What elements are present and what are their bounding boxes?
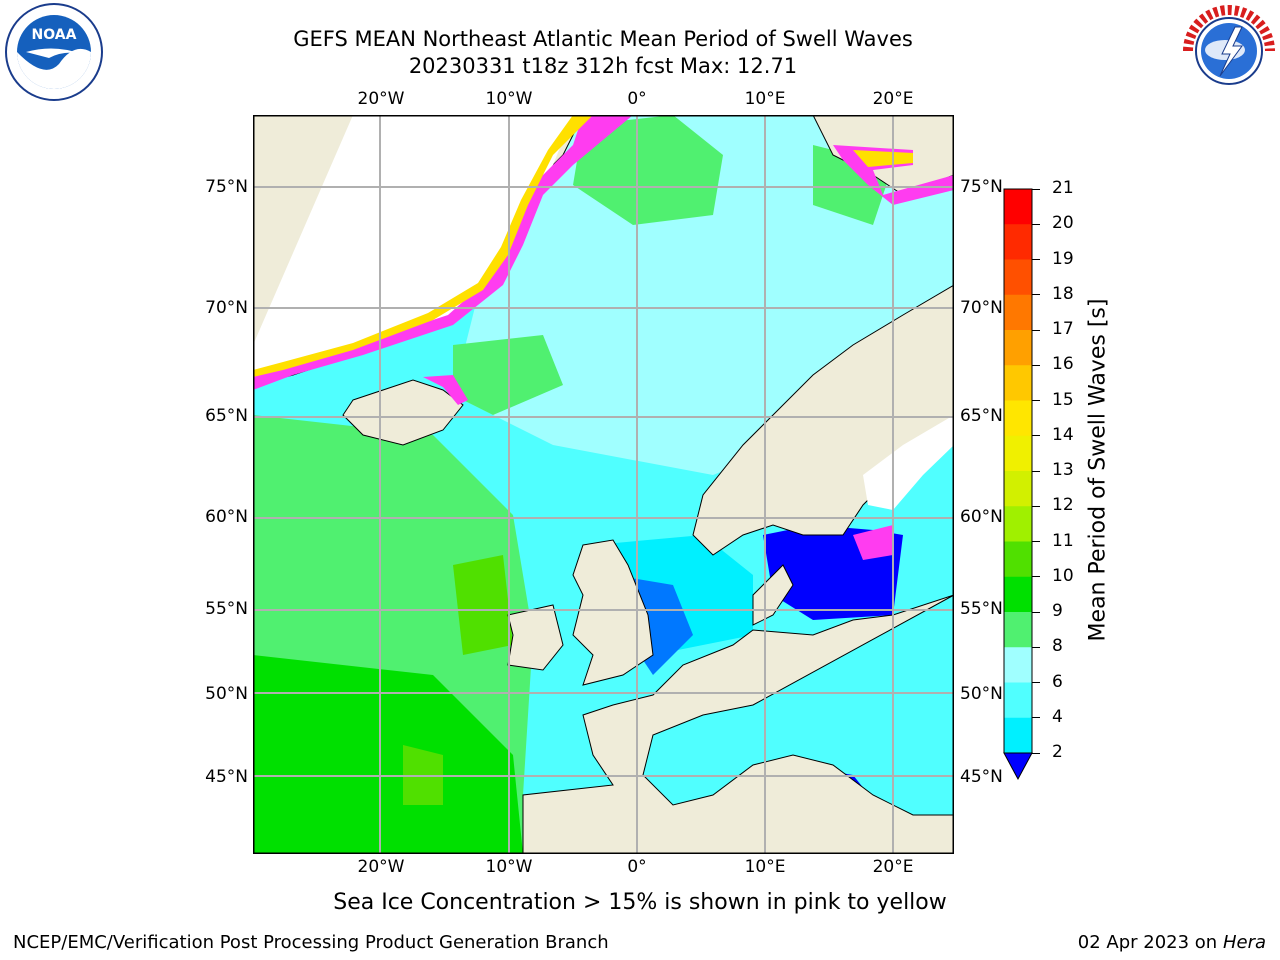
lat-label-left-45n: 45°N (205, 767, 248, 787)
noaa-logo: NOAA (5, 3, 103, 101)
lon-label-bottom-20e: 20°E (872, 857, 914, 877)
map-title: GEFS MEAN Northeast Atlantic Mean Period… (293, 27, 913, 51)
colorbar-tick-label: 17 (1052, 319, 1074, 339)
sea-ice-note: Sea Ice Concentration > 15% is shown in … (333, 890, 947, 915)
colorbar-segment (1004, 647, 1032, 683)
ocean-swell-9-10-north (573, 115, 723, 225)
colorbar (1003, 188, 1033, 781)
colorbar-segment (1004, 400, 1032, 437)
lon-label-top-10w: 10°W (485, 89, 533, 109)
colorbar-tick-label: 13 (1052, 460, 1074, 480)
lon-label-top-20w: 20°W (357, 89, 405, 109)
lon-label-bottom-10w: 10°W (485, 857, 533, 877)
colorbar-segment (1004, 365, 1032, 401)
colorbar-segment (1004, 294, 1032, 331)
colorbar-tick-label: 20 (1052, 213, 1074, 234)
lon-label-bottom-10e: 10°E (744, 857, 786, 877)
colorbar-tick (1032, 400, 1040, 401)
colorbar-segment (1004, 576, 1032, 613)
noaa-logo-text: NOAA (32, 27, 77, 43)
lon-label-top-0: 0° (627, 89, 647, 109)
colorbar-segment (1004, 189, 1032, 225)
map-subtitle: 20230331 t18z 312h fcst Max: 12.71 (408, 54, 798, 78)
colorbar-tick (1032, 752, 1040, 754)
colorbar-tick-label: 2 (1052, 742, 1063, 762)
footer-date: 02 Apr 2023 on Hera (1078, 932, 1266, 953)
graticule (253, 115, 954, 854)
colorbar-tick (1032, 470, 1040, 472)
lat-label-left-75n: 75°N (205, 177, 248, 197)
colorbar-tick (1032, 329, 1040, 331)
colorbar-segment (1004, 259, 1032, 296)
colorbar-tick (1032, 717, 1040, 719)
greenland-ice (253, 115, 573, 380)
colorbar-tick (1032, 505, 1040, 507)
colorbar-tick-label: 6 (1052, 671, 1063, 692)
lat-label-right-45n: 45°N (960, 767, 1003, 787)
lat-label-right-55n: 55°N (960, 599, 1003, 619)
lat-label-left-55n: 55°N (205, 599, 248, 619)
colorbar-tick-label: 11 (1052, 530, 1074, 551)
colorbar-tick-label: 9 (1052, 601, 1063, 621)
colorbar-segment (1004, 682, 1032, 719)
continental-europe-land (522, 594, 954, 854)
colorbar-tick-label: 18 (1052, 283, 1074, 304)
ireland-land (507, 604, 564, 671)
lon-label-top-20e: 20°E (872, 89, 914, 109)
ocean-swell-10-11-sw (253, 655, 523, 854)
colorbar-tick-label: 14 (1052, 424, 1074, 445)
footer-host: Hera (1222, 932, 1266, 953)
lat-label-right-50n: 50°N (960, 684, 1003, 704)
colorbar-segment (1004, 612, 1032, 648)
lat-label-right-65n: 65°N (960, 406, 1003, 426)
map-frame (253, 115, 954, 854)
colorbar-segment (1004, 471, 1032, 507)
colorbar-tick (1032, 364, 1040, 366)
colorbar-title: Mean Period of Swell Waves [s] (1085, 298, 1111, 642)
lat-label-right-70n: 70°N (960, 298, 1003, 318)
lat-label-left-50n: 50°N (205, 684, 248, 704)
colorbar-segment (1004, 224, 1032, 260)
colorbar-tick-label: 4 (1052, 706, 1063, 727)
colorbar-tick (1032, 576, 1040, 578)
colorbar-tick (1032, 435, 1040, 437)
colorbar-tick (1032, 294, 1040, 296)
colorbar-tick-label: 21 (1052, 178, 1074, 198)
colorbar-tick-label: 10 (1052, 565, 1074, 586)
lat-label-right-75n: 75°N (960, 177, 1003, 197)
colorbar-tick (1032, 188, 1040, 190)
footer-date-text: 02 Apr 2023 on (1077, 932, 1223, 953)
colorbar-tick (1032, 259, 1040, 260)
colorbar-tick (1032, 682, 1040, 683)
colorbar-tick-label: 19 (1052, 248, 1074, 269)
colorbar-tick-label: 12 (1052, 495, 1074, 516)
lat-label-left-60n: 60°N (205, 507, 248, 527)
colorbar-tick (1032, 611, 1040, 613)
lat-label-right-60n: 60°N (960, 507, 1003, 527)
colorbar-segment (1004, 541, 1032, 578)
colorbar-tick-label: 15 (1052, 389, 1074, 410)
lon-label-bottom-20w: 20°W (357, 857, 405, 877)
lat-label-left-70n: 70°N (205, 298, 248, 318)
colorbar-tick (1032, 646, 1040, 648)
nws-logo (1182, 4, 1276, 98)
colorbar-tick-label: 8 (1052, 636, 1063, 657)
colorbar-segment (1004, 717, 1032, 754)
great-britain-land (572, 539, 654, 686)
baltic-ice-north (863, 415, 954, 510)
colorbar-segment (1004, 330, 1032, 366)
colorbar-tick (1032, 541, 1040, 542)
colorbar-tick-label: 16 (1052, 354, 1074, 375)
colorbar-extend-arrow (1003, 752, 1033, 781)
lon-label-bottom-0: 0° (627, 857, 647, 877)
colorbar-segment (1004, 506, 1032, 542)
lon-label-top-10e: 10°E (744, 89, 786, 109)
map-area (253, 115, 954, 854)
footer-organization: NCEP/EMC/Verification Post Processing Pr… (13, 932, 609, 953)
colorbar-tick (1032, 223, 1040, 225)
lat-label-left-65n: 65°N (205, 406, 248, 426)
colorbar-segment (1004, 435, 1032, 472)
iceland-land (342, 379, 464, 446)
